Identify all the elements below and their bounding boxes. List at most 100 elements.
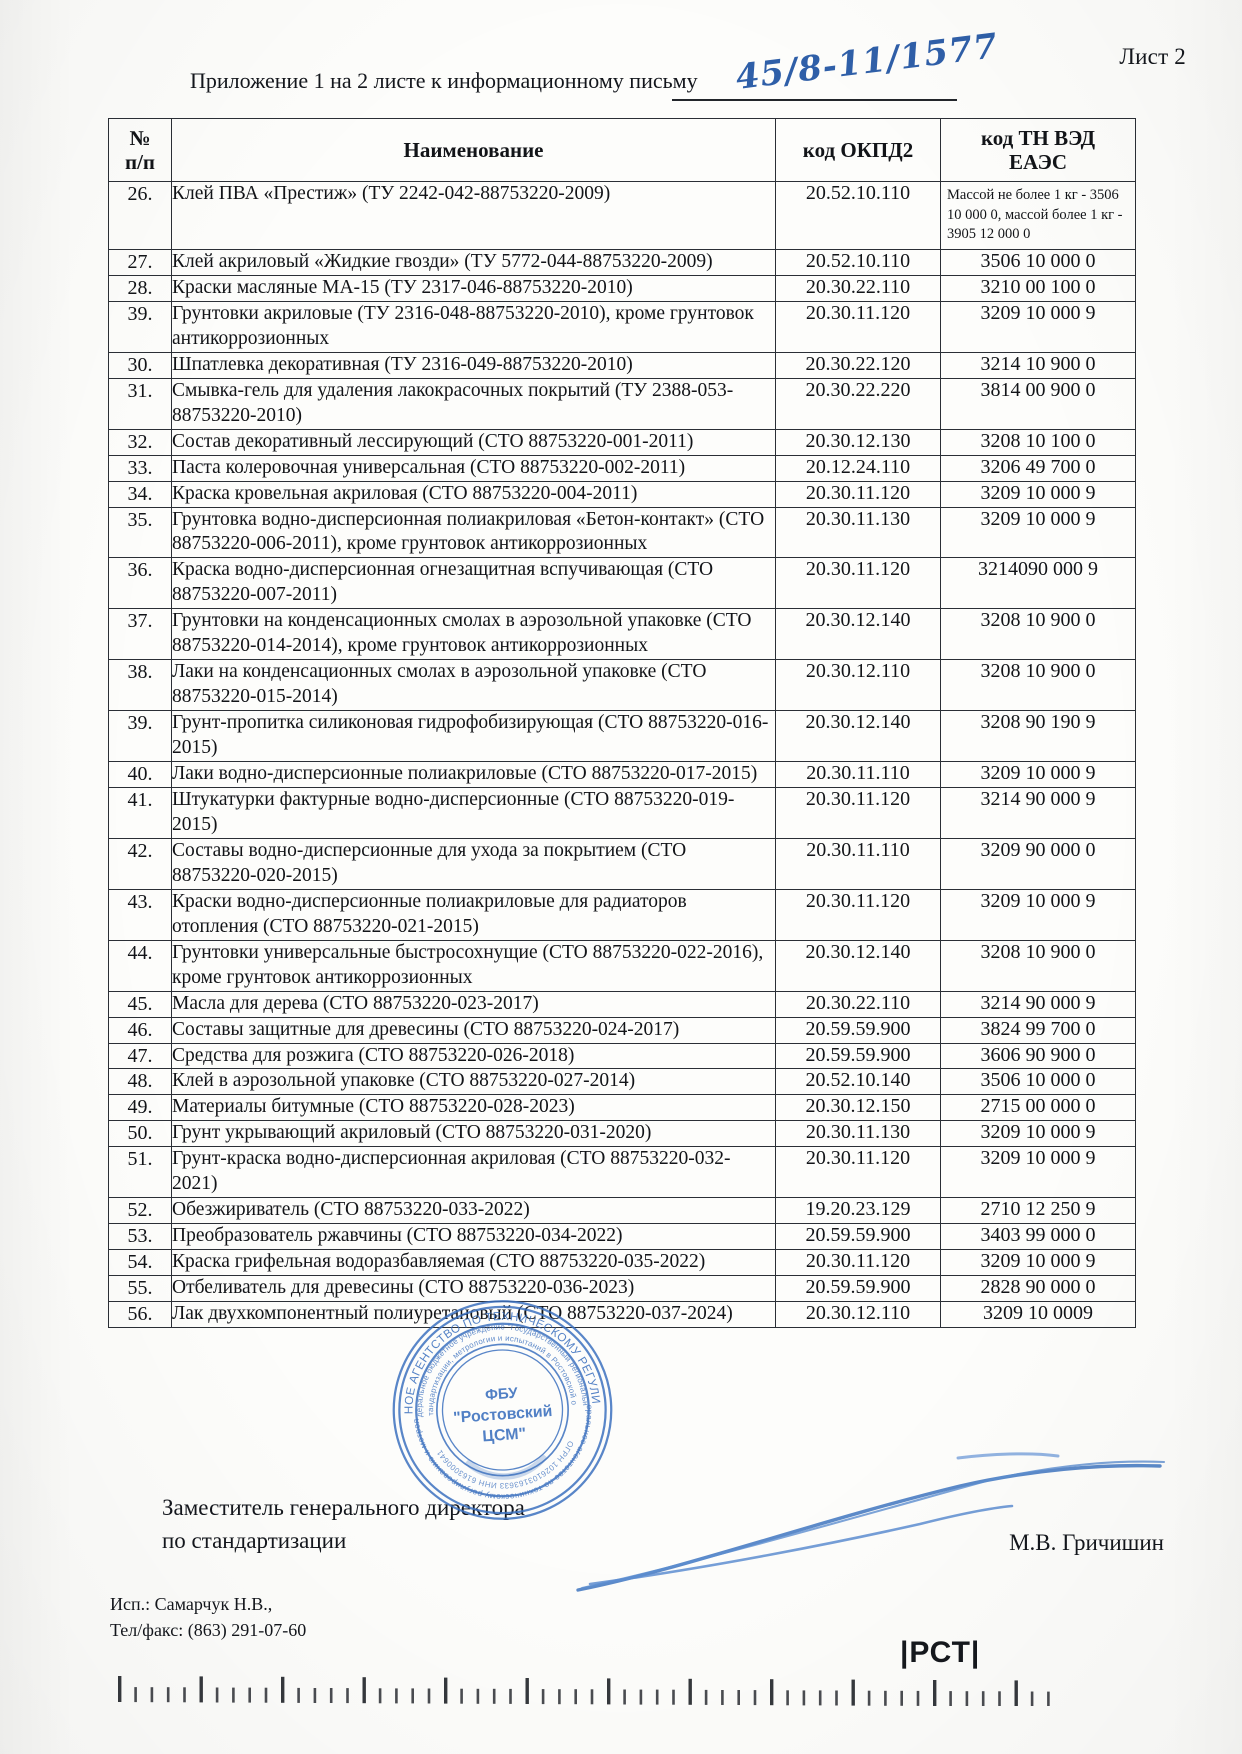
table-row: 30. Шпатлевка декоративная (ТУ 2316-049-8…: [108, 351, 1136, 379]
row-number: 44.: [108, 939, 172, 992]
signer-role-line2: по стандартизации: [162, 1527, 347, 1553]
row-product-name: Состав декоративный лессирующий (СТО 887…: [171, 428, 776, 456]
row-okpd-code: 20.30.22.120: [775, 351, 941, 379]
row-okpd-code: 20.52.10.140: [775, 1068, 941, 1096]
table-row: 36. Краска водно-дисперсионная огнезащитн…: [108, 557, 1136, 610]
appendix-underline: [672, 99, 957, 101]
row-product-name: Материалы битумные (СТО 88753220-028-202…: [171, 1094, 776, 1122]
table-row: 54. Краска грифельная водоразбавляемая (С…: [108, 1249, 1136, 1277]
row-tnved-code: 3210 00 100 0: [940, 274, 1136, 302]
row-tnved-code: 3209 10 000 9: [940, 888, 1136, 941]
row-product-name: Лаки на конденсационных смолах в аэрозол…: [171, 659, 776, 712]
row-product-name: Шпатлевка декоративная (ТУ 2316-049-8875…: [171, 351, 776, 379]
row-number: 49.: [108, 1094, 172, 1122]
table-row: 48. Клей в аэрозольной упаковке (СТО 8875…: [108, 1068, 1136, 1096]
row-product-name: Грунтовки универсальные быстросохнущие (…: [171, 939, 776, 992]
row-product-name: Средства для розжига (СТО 88753220-026-2…: [171, 1042, 776, 1070]
row-tnved-code: 3403 99 000 0: [940, 1223, 1136, 1251]
row-product-name: Преобразователь ржавчины (СТО 88753220-0…: [171, 1223, 776, 1251]
row-product-name: Обезжириватель (СТО 88753220-033-2022): [171, 1197, 776, 1225]
row-number: 54.: [108, 1249, 172, 1277]
table-row: 39. Грунт-пропитка силиконовая гидрофобиз…: [108, 710, 1136, 763]
executor-contact-block: Исп.: Самарчук Н.В., Тел/факс: (863) 291…: [110, 1591, 306, 1643]
row-product-name: Паста колеровочная универсальная (СТО 88…: [171, 454, 776, 482]
row-tnved-code: 3208 90 190 9: [940, 710, 1136, 763]
row-product-name: Лаки водно-дисперсионные полиакриловые (…: [171, 761, 776, 788]
row-tnved-code: 3214 90 000 9: [940, 786, 1136, 839]
row-tnved-code: 3209 10 000 9: [940, 480, 1136, 508]
row-number: 42.: [108, 837, 172, 890]
table-row: 33. Паста колеровочная универсальная (СТО…: [108, 454, 1136, 482]
row-tnved-code: 3214090 000 9: [940, 557, 1136, 610]
row-okpd-code: 20.52.10.110: [775, 181, 941, 250]
row-okpd-code: 20.30.11.120: [775, 1249, 941, 1277]
row-number: 33.: [108, 454, 172, 482]
sheet-label: Лист 2: [1119, 44, 1186, 69]
row-okpd-code: 20.30.22.110: [775, 274, 941, 302]
column-header-tnved-line1: код ТН ВЭД: [980, 126, 1096, 150]
row-number: 50.: [108, 1120, 172, 1148]
row-tnved-code: 2710 12 250 9: [940, 1197, 1136, 1225]
row-okpd-code: 20.30.12.140: [775, 710, 941, 763]
table-body: 26. Клей ПВА «Престиж» (ТУ 2242-042-88753…: [108, 181, 1136, 1328]
table-row: 34. Краска кровельная акриловая (СТО 8875…: [108, 480, 1136, 508]
table-row: 41. Штукатурки фактурные водно-дисперсион…: [108, 786, 1136, 839]
row-okpd-code: 20.52.10.110: [775, 248, 941, 276]
row-number: 46.: [108, 1016, 172, 1044]
rst-certification-mark: |РСТ|: [900, 1636, 980, 1670]
row-okpd-code: 20.30.12.150: [775, 1094, 941, 1122]
row-product-name: Составы защитные для древесины (СТО 8875…: [171, 1016, 776, 1044]
row-number: 43.: [108, 888, 172, 941]
row-okpd-code: 20.59.59.900: [775, 1223, 941, 1251]
row-tnved-code: Массой не более 1 кг - 3506 10 000 0, ма…: [940, 181, 1136, 250]
row-number: 41.: [108, 786, 172, 839]
row-product-name: Масла для дерева (СТО 88753220-023-2017): [171, 990, 776, 1018]
row-tnved-code: 3208 10 100 0: [940, 428, 1136, 456]
row-tnved-code: 3208 10 900 0: [940, 659, 1136, 712]
row-number: 55.: [108, 1275, 172, 1303]
table-row: 50. Грунт укрывающий акриловый (СТО 88753…: [108, 1120, 1136, 1148]
row-product-name: Краска кровельная акриловая (СТО 8875322…: [171, 480, 776, 508]
table-row: 51. Грунт-краска водно-дисперсионная акри…: [108, 1146, 1136, 1199]
table-row: 38. Лаки на конденсационных смолах в аэро…: [108, 659, 1136, 712]
row-product-name: Грунтовки акриловые (ТУ 2316-048-8875322…: [171, 300, 776, 353]
executor-phone: Тел/факс: (863) 291-07-60: [110, 1620, 307, 1641]
row-product-name: Грунт укрывающий акриловый (СТО 88753220…: [171, 1120, 776, 1148]
row-number: 38.: [108, 659, 172, 712]
row-tnved-code: 3214 90 000 9: [940, 990, 1136, 1018]
table-row: 47. Средства для розжига (СТО 88753220-02…: [108, 1042, 1136, 1070]
row-tnved-code: 3208 10 900 0: [940, 939, 1136, 992]
bottom-ruler-marks: [118, 1676, 1050, 1706]
row-tnved-code: 3206 49 700 0: [940, 454, 1136, 482]
row-product-name: Краска водно-дисперсионная огнезащитная …: [171, 557, 776, 610]
row-tnved-code: 3824 99 700 0: [940, 1016, 1136, 1044]
row-okpd-code: 20.30.22.110: [775, 990, 941, 1018]
row-product-name: Клей акриловый «Жидкие гвозди» (ТУ 5772-…: [171, 248, 776, 276]
table-row: 45. Масла для дерева (СТО 88753220-023-20…: [108, 990, 1136, 1018]
row-number: 48.: [108, 1068, 172, 1096]
row-tnved-code: 2828 90 000 0: [940, 1275, 1136, 1303]
row-number: 36.: [108, 557, 172, 610]
row-okpd-code: 20.12.24.110: [775, 454, 941, 482]
table-row: 53. Преобразователь ржавчины (СТО 8875322…: [108, 1223, 1136, 1251]
row-tnved-code: 3209 10 0009: [940, 1301, 1136, 1328]
row-product-name: Краска грифельная водоразбавляемая (СТО …: [171, 1249, 776, 1277]
handwritten-signature: [576, 1452, 1166, 1592]
table-row: 46. Составы защитные для древесины (СТО 8…: [108, 1016, 1136, 1044]
row-number: 51.: [108, 1146, 172, 1199]
row-okpd-code: 20.30.11.120: [775, 786, 941, 839]
row-product-name: Составы водно-дисперсионные для ухода за…: [171, 837, 776, 890]
table-header-row: № п/п Наименование код ОКПД2 код ТН ВЭД …: [108, 117, 1136, 183]
svg-text:ЦСМ": ЦСМ": [482, 1425, 527, 1445]
row-okpd-code: 20.59.59.900: [775, 1275, 941, 1303]
signer-name: М.В. Гричишин: [1009, 1530, 1164, 1555]
row-number: 56.: [108, 1301, 172, 1328]
table-row: 39. Грунтовки акриловые (ТУ 2316-048-8875…: [108, 300, 1136, 353]
column-header-name: Наименование: [171, 117, 776, 183]
row-okpd-code: 20.30.12.140: [775, 939, 941, 992]
product-registry-table: № п/п Наименование код ОКПД2 код ТН ВЭД …: [108, 117, 1136, 1328]
table-row: 55. Отбеливатель для древесины (СТО 88753…: [108, 1275, 1136, 1303]
rst-bracket-left: |: [900, 1636, 910, 1669]
row-okpd-code: 20.59.59.900: [775, 1016, 941, 1044]
row-product-name: Смывка-гель для удаления лакокрасочных п…: [171, 377, 776, 430]
